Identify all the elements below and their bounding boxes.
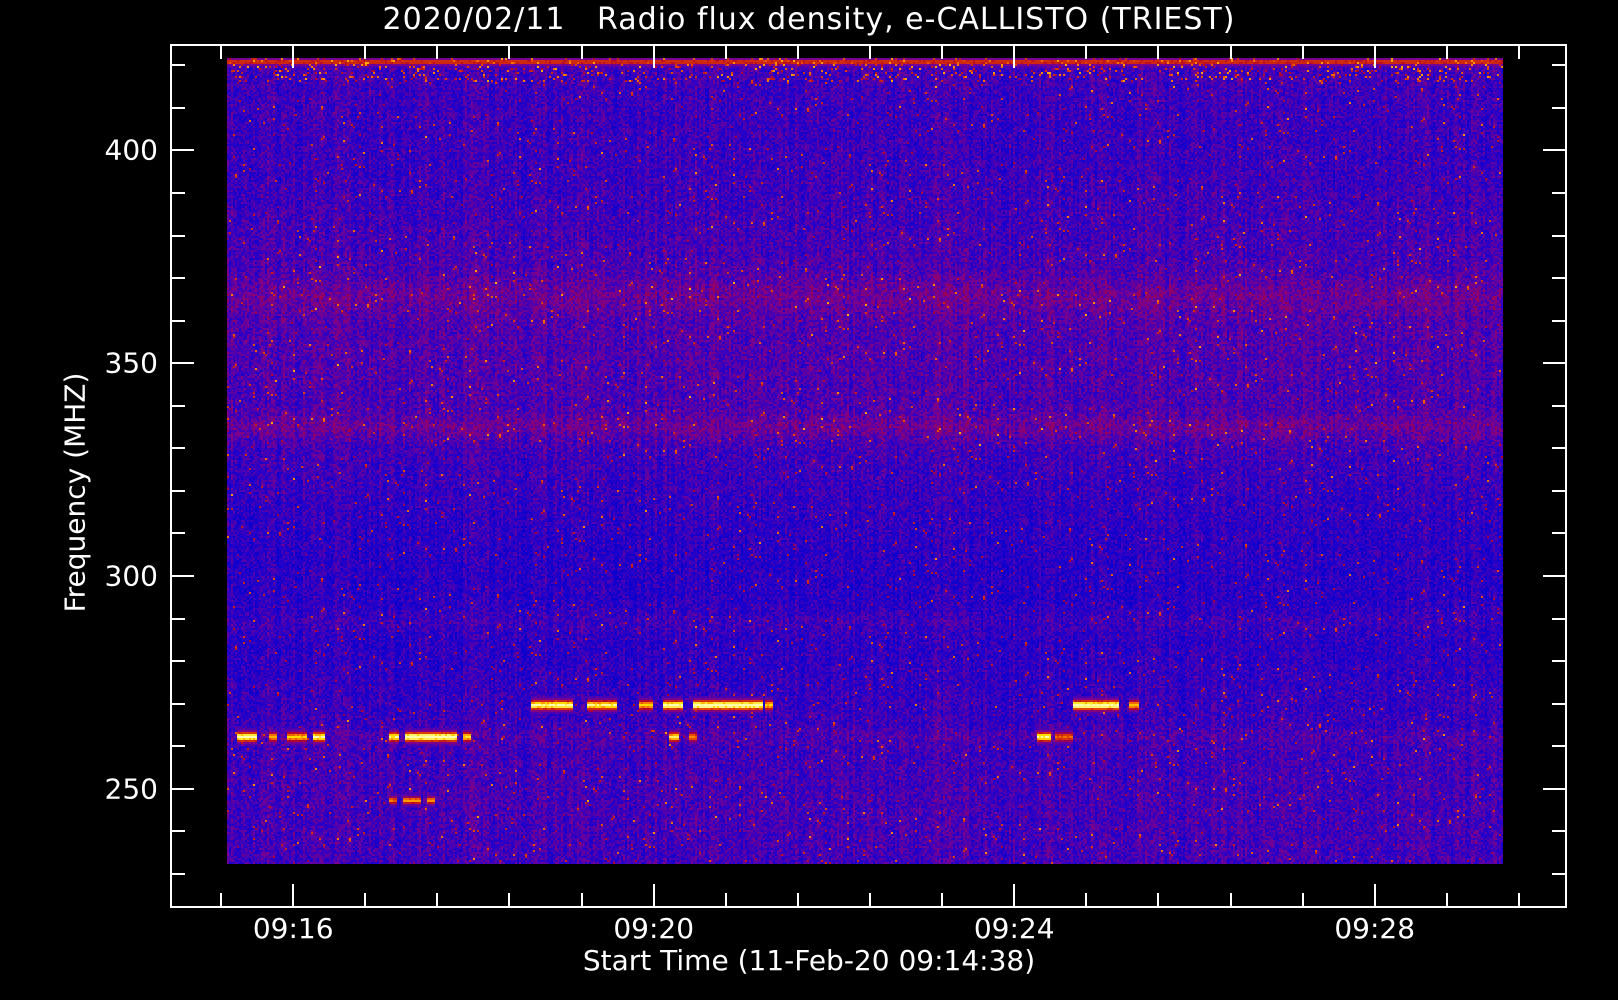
x-tick-minor — [1157, 893, 1159, 906]
y-tick-minor — [172, 64, 185, 66]
x-tick-minor-top — [1446, 46, 1448, 59]
y-tick-major-right — [1543, 149, 1565, 151]
x-tick-label: 09:20 — [613, 912, 695, 945]
y-tick-minor-right — [1552, 107, 1565, 109]
y-tick-minor-right — [1552, 405, 1565, 407]
spectrogram-image — [227, 58, 1503, 864]
x-tick-minor-top — [1230, 46, 1232, 59]
x-tick-minor — [1085, 893, 1087, 906]
x-tick-major — [292, 884, 294, 906]
y-tick-minor — [172, 618, 185, 620]
x-axis-title: Start Time (11-Feb-20 09:14:38) — [582, 944, 1036, 977]
x-tick-minor-top — [1302, 46, 1304, 59]
x-tick-minor — [797, 893, 799, 906]
y-tick-minor-right — [1552, 873, 1565, 875]
x-tick-label: 09:28 — [1334, 912, 1416, 945]
y-tick-minor-right — [1552, 320, 1565, 322]
x-tick-minor — [581, 893, 583, 906]
x-tick-minor-top — [1518, 46, 1520, 59]
y-tick-minor-right — [1552, 192, 1565, 194]
x-tick-minor-top — [436, 46, 438, 59]
y-tick-minor-right — [1552, 447, 1565, 449]
y-tick-minor-right — [1552, 618, 1565, 620]
y-tick-minor — [172, 107, 185, 109]
y-tick-minor-right — [1552, 64, 1565, 66]
x-tick-label: 09:24 — [973, 912, 1055, 945]
x-tick-label: 09:16 — [252, 912, 334, 945]
spectrogram-canvas — [227, 58, 1503, 864]
y-tick-label: 400 — [104, 133, 158, 167]
x-tick-minor — [725, 893, 727, 906]
x-tick-major-top — [1374, 46, 1376, 68]
y-tick-minor — [172, 490, 185, 492]
y-tick-major — [172, 788, 194, 790]
x-tick-minor — [1230, 893, 1232, 906]
y-tick-major-right — [1543, 788, 1565, 790]
y-tick-label: 350 — [104, 346, 158, 380]
y-tick-minor-right — [1552, 703, 1565, 705]
y-tick-minor-right — [1552, 660, 1565, 662]
y-tick-label: 300 — [104, 559, 158, 593]
x-tick-minor-top — [1085, 46, 1087, 59]
x-tick-minor — [1446, 893, 1448, 906]
x-tick-minor-top — [797, 46, 799, 59]
y-tick-minor — [172, 320, 185, 322]
y-tick-minor — [172, 532, 185, 534]
y-tick-minor — [172, 703, 185, 705]
x-tick-minor — [869, 893, 871, 906]
figure-title: 2020/02/11 Radio flux density, e-CALLIST… — [382, 2, 1236, 37]
y-tick-label: 250 — [104, 772, 158, 806]
x-tick-minor — [364, 893, 366, 906]
x-tick-major-top — [653, 46, 655, 68]
x-tick-minor-top — [1157, 46, 1159, 59]
y-tick-minor — [172, 873, 185, 875]
x-tick-minor-top — [941, 46, 943, 59]
x-tick-major — [1374, 884, 1376, 906]
x-tick-minor-top — [220, 46, 222, 59]
x-tick-minor — [508, 893, 510, 906]
plot-axes-frame — [170, 44, 1567, 908]
x-tick-minor — [1518, 893, 1520, 906]
y-tick-minor-right — [1552, 235, 1565, 237]
x-tick-major-top — [292, 46, 294, 68]
x-tick-minor — [1302, 893, 1304, 906]
y-tick-major-right — [1543, 575, 1565, 577]
x-tick-minor — [220, 893, 222, 906]
y-tick-minor-right — [1552, 532, 1565, 534]
y-tick-minor — [172, 235, 185, 237]
y-tick-major — [172, 575, 194, 577]
x-tick-minor — [436, 893, 438, 906]
y-axis-title: Frequency (MHZ) — [58, 372, 92, 613]
y-tick-minor — [172, 447, 185, 449]
y-tick-minor — [172, 830, 185, 832]
y-tick-major-right — [1543, 362, 1565, 364]
y-tick-minor — [172, 192, 185, 194]
x-tick-major-top — [1013, 46, 1015, 68]
y-tick-minor — [172, 660, 185, 662]
y-tick-minor-right — [1552, 830, 1565, 832]
y-tick-minor-right — [1552, 745, 1565, 747]
y-tick-major — [172, 149, 194, 151]
x-tick-major — [1013, 884, 1015, 906]
y-tick-minor — [172, 277, 185, 279]
x-tick-minor-top — [725, 46, 727, 59]
y-tick-minor-right — [1552, 490, 1565, 492]
x-tick-major — [653, 884, 655, 906]
x-tick-minor-top — [869, 46, 871, 59]
y-tick-minor-right — [1552, 277, 1565, 279]
x-tick-minor — [941, 893, 943, 906]
y-tick-minor — [172, 405, 185, 407]
x-tick-minor-top — [364, 46, 366, 59]
x-tick-minor-top — [508, 46, 510, 59]
x-tick-minor-top — [581, 46, 583, 59]
y-tick-major — [172, 362, 194, 364]
y-tick-minor — [172, 745, 185, 747]
